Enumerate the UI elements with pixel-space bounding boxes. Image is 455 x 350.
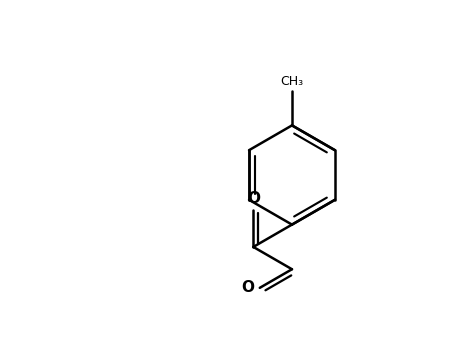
Text: O: O [241,280,254,295]
Text: O: O [247,191,260,206]
Text: CH₃: CH₃ [280,75,303,88]
